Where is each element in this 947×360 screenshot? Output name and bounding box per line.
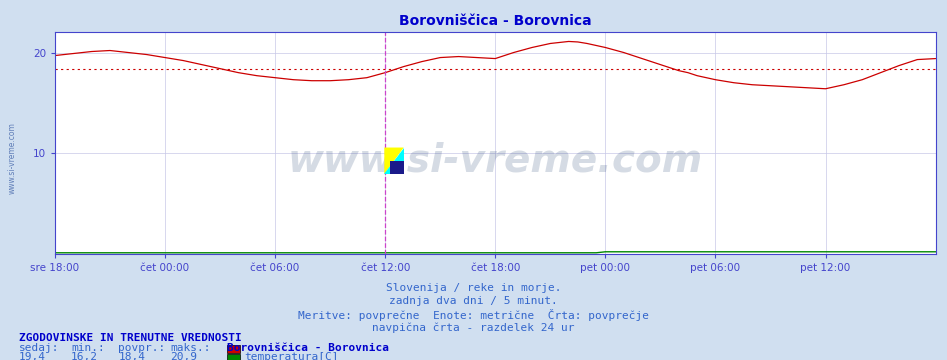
Text: navpična črta - razdelek 24 ur: navpična črta - razdelek 24 ur — [372, 323, 575, 333]
Polygon shape — [384, 148, 403, 174]
Polygon shape — [384, 148, 403, 174]
Text: 16,2: 16,2 — [71, 352, 98, 360]
Text: Meritve: povprečne  Enote: metrične  Črta: povprečje: Meritve: povprečne Enote: metrične Črta:… — [298, 309, 649, 321]
Text: Slovenija / reke in morje.: Slovenija / reke in morje. — [385, 283, 562, 293]
Text: 18,4: 18,4 — [118, 352, 146, 360]
Text: 19,4: 19,4 — [19, 352, 46, 360]
Text: Borovniščica - Borovnica: Borovniščica - Borovnica — [227, 343, 389, 353]
Text: maks.:: maks.: — [170, 343, 211, 353]
Text: www.si-vreme.com: www.si-vreme.com — [288, 142, 703, 180]
Text: www.si-vreme.com: www.si-vreme.com — [8, 122, 17, 194]
Text: 20,9: 20,9 — [170, 352, 198, 360]
Text: min.:: min.: — [71, 343, 105, 353]
Text: ZGODOVINSKE IN TRENUTNE VREDNOSTI: ZGODOVINSKE IN TRENUTNE VREDNOSTI — [19, 333, 241, 343]
Title: Borovniščica - Borovnica: Borovniščica - Borovnica — [399, 14, 592, 28]
Polygon shape — [390, 161, 403, 174]
Text: sedaj:: sedaj: — [19, 343, 60, 353]
Text: povpr.:: povpr.: — [118, 343, 166, 353]
Text: temperatura[C]: temperatura[C] — [244, 352, 339, 360]
Text: zadnja dva dni / 5 minut.: zadnja dva dni / 5 minut. — [389, 296, 558, 306]
